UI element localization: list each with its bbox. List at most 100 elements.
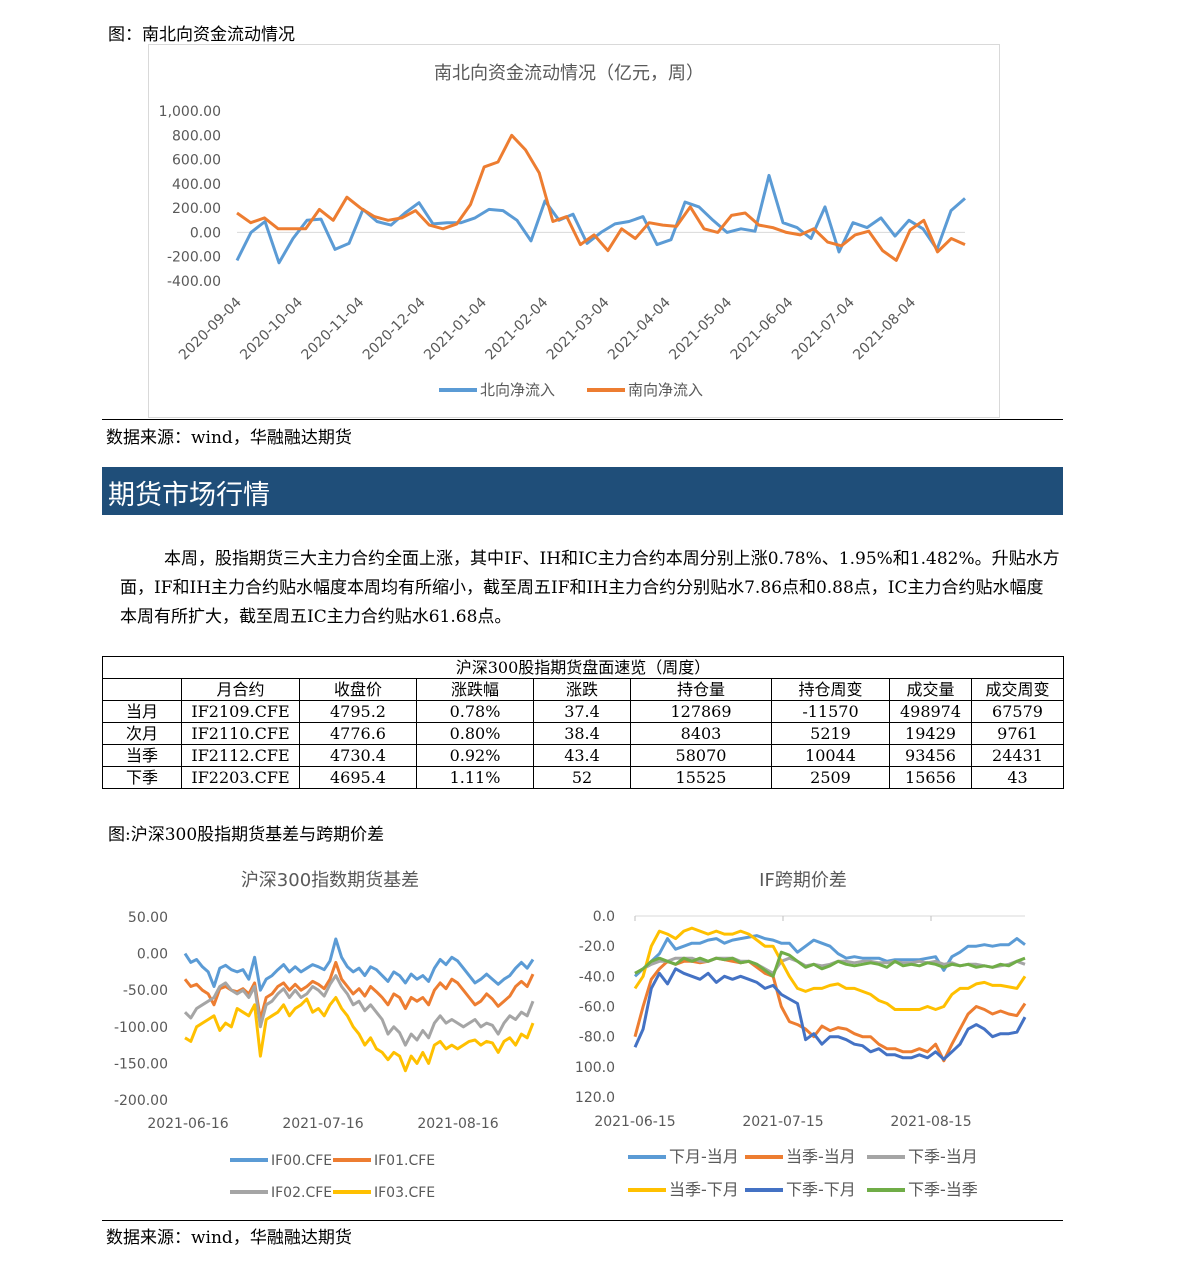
- table-cell: 19429: [889, 722, 972, 745]
- y-tick-label: 200.00: [172, 201, 221, 217]
- table-cell: 52: [533, 766, 631, 789]
- table-cell: 4795.2: [299, 700, 417, 723]
- x-tick-label: 2021-01-04: [421, 294, 490, 363]
- legend-label: IF00.CFE: [271, 1153, 332, 1169]
- table-cell: 4730.4: [299, 744, 417, 767]
- column-header: 收盘价: [299, 678, 417, 701]
- table-row: 下季 IF2203.CFE 4695.4 1.11% 52 15525 2509 15656 4…: [102, 766, 1064, 789]
- series-line: [236, 133, 966, 262]
- x-tick-label: 2021-06-15: [594, 1114, 675, 1130]
- y-tick-label: 0.00: [190, 225, 221, 241]
- table-cell: 93456: [889, 744, 972, 767]
- table-cell: 2509: [771, 766, 890, 789]
- x-tick-label: 2021-08-15: [890, 1114, 971, 1130]
- table-cell: 15656: [889, 766, 972, 789]
- section-title: 期货市场行情: [108, 480, 270, 511]
- x-tick-label: 2021-04-04: [605, 294, 674, 363]
- data-source-1: 数据来源：wind，华融融达期货: [106, 428, 352, 448]
- table-cell: 5219: [771, 722, 890, 745]
- basis-chart-svg: 沪深300指数期货基差 50.00 0.00 -50.00 -100.00 -150.0…: [114, 870, 535, 1201]
- y-tick-label: 600.00: [172, 153, 221, 169]
- x-tick-label: 2021-07-16: [282, 1116, 363, 1132]
- x-tick-label: 2020-11-04: [299, 294, 368, 363]
- legend-label: IF01.CFE: [374, 1153, 435, 1169]
- column-header: 持仓量: [630, 678, 772, 701]
- x-tick-label: 2021-06-16: [147, 1116, 228, 1132]
- x-tick-label: 2020-12-04: [360, 294, 429, 363]
- x-tick-label: 2021-05-04: [666, 294, 735, 363]
- x-tick-label: 2020-10-04: [237, 294, 306, 363]
- column-header: 月合约: [181, 678, 300, 701]
- legend-label: 当季-当月: [786, 1147, 856, 1166]
- x-tick-label: 2021-08-16: [417, 1116, 498, 1132]
- table-cell: 下季: [102, 766, 182, 789]
- y-tick-label: -60.0: [579, 1000, 615, 1016]
- y-tick-label: 1,000.00: [159, 104, 221, 120]
- series-line: [183, 974, 535, 1047]
- figure-caption-basis: 图:沪深300股指期货基差与跨期价差: [108, 825, 385, 845]
- table-cell: 10044: [771, 744, 890, 767]
- legend-label: IF02.CFE: [271, 1185, 332, 1201]
- table-title: 沪深300股指期货盘面速览（周度）: [102, 656, 1064, 679]
- y-tick-label: 50.00: [128, 910, 168, 926]
- column-header: 持仓周变: [771, 678, 890, 701]
- chart-title: 南北向资金流动情况（亿元，周）: [434, 63, 704, 84]
- table-cell: 1.11%: [416, 766, 534, 789]
- series-line: [633, 934, 1026, 978]
- legend-label: 当季-下月: [669, 1180, 739, 1199]
- table-cell: 37.4: [533, 700, 631, 723]
- y-tick-label: -120.0: [575, 1090, 615, 1106]
- table-cell: 次月: [102, 722, 182, 745]
- y-tick-label: -200.00: [167, 250, 221, 266]
- series-line: [633, 926, 1027, 1011]
- column-header: 成交量: [889, 678, 972, 701]
- summary-paragraph: 本周，股指期货三大主力合约全面上涨，其中IF、IH和IC主力合约本周分别上涨0.…: [120, 549, 1060, 627]
- y-tick-label: 800.00: [172, 128, 221, 144]
- table-cell: 498974: [889, 700, 972, 723]
- table-cell: 58070: [630, 744, 772, 767]
- y-tick-label: -80.0: [579, 1030, 615, 1046]
- table-cell: 4776.6: [299, 722, 417, 745]
- section-header: 期货市场行情: [102, 467, 1063, 515]
- table-cell: 4695.4: [299, 766, 417, 789]
- series-line: [183, 960, 535, 1021]
- series-line: [183, 937, 535, 992]
- table-cell: 38.4: [533, 722, 631, 745]
- y-tick-label: -100.0: [575, 1060, 615, 1076]
- x-tick-label: 2021-07-04: [789, 294, 858, 363]
- legend-label: 下季-当季: [908, 1180, 978, 1199]
- table-cell: IF2112.CFE: [181, 744, 300, 767]
- figure-caption-capital-flow: 图：南北向资金流动情况: [108, 25, 295, 45]
- legend-label: 南向净流入: [628, 381, 703, 399]
- market-summary: 本周，股指期货三大主力合约全面上涨，其中IF、IH和IC主力合约本周分别上涨0.…: [120, 545, 1060, 632]
- table-row: 当月 IF2109.CFE 4795.2 0.78% 37.4 127869 -11570 4…: [102, 700, 1064, 723]
- table-header-row: 月合约 收盘价 涨跌幅 涨跌 持仓量 持仓周变 成交量 成交周变: [102, 678, 1064, 701]
- y-tick-label: 0.0: [593, 909, 615, 925]
- series-line: [634, 950, 1026, 978]
- divider: [102, 1220, 1063, 1221]
- column-header: 涨跌幅: [416, 678, 534, 701]
- x-tick-label: 2021-02-04: [482, 294, 551, 363]
- table-cell: IF2203.CFE: [181, 766, 300, 789]
- x-tick-label: 2021-07-15: [742, 1114, 823, 1130]
- table-cell: 0.92%: [416, 744, 534, 767]
- legend-label: IF03.CFE: [374, 1185, 435, 1201]
- x-tick-label: 2021-06-04: [728, 294, 797, 363]
- chart-title: IF跨期价差: [759, 870, 847, 891]
- series-line: [633, 956, 1027, 1063]
- table-cell: 0.78%: [416, 700, 534, 723]
- y-tick-label: 0.00: [137, 947, 168, 963]
- spread-chart: IF跨期价差 0.0 -20.0 -40.0 -60.0 -80.0 -100.0 -120…: [570, 860, 1045, 1215]
- x-tick-label: 2021-03-04: [544, 294, 613, 363]
- y-tick-label: -40.0: [579, 969, 615, 985]
- table-cell: 15525: [630, 766, 772, 789]
- y-tick-label: -400.00: [167, 274, 221, 290]
- x-tick-label: 2021-08-04: [850, 294, 919, 363]
- table-cell: IF2109.CFE: [181, 700, 300, 723]
- table-row: 当季 IF2112.CFE 4730.4 0.92% 43.4 58070 10044 934…: [102, 744, 1064, 767]
- table-cell: 67579: [971, 700, 1064, 723]
- y-tick-label: -20.0: [579, 939, 615, 955]
- capital-flow-chart: 南北向资金流动情况（亿元，周） 1,000.00 800.00 600.00 400.…: [148, 44, 1000, 418]
- capital-flow-chart-svg: 南北向资金流动情况（亿元，周） 1,000.00 800.00 600.00 400.…: [159, 63, 966, 399]
- futures-quote-table: 沪深300股指期货盘面速览（周度） 月合约 收盘价 涨跌幅 涨跌 持仓量 持仓周变 成交量成…: [102, 656, 1064, 789]
